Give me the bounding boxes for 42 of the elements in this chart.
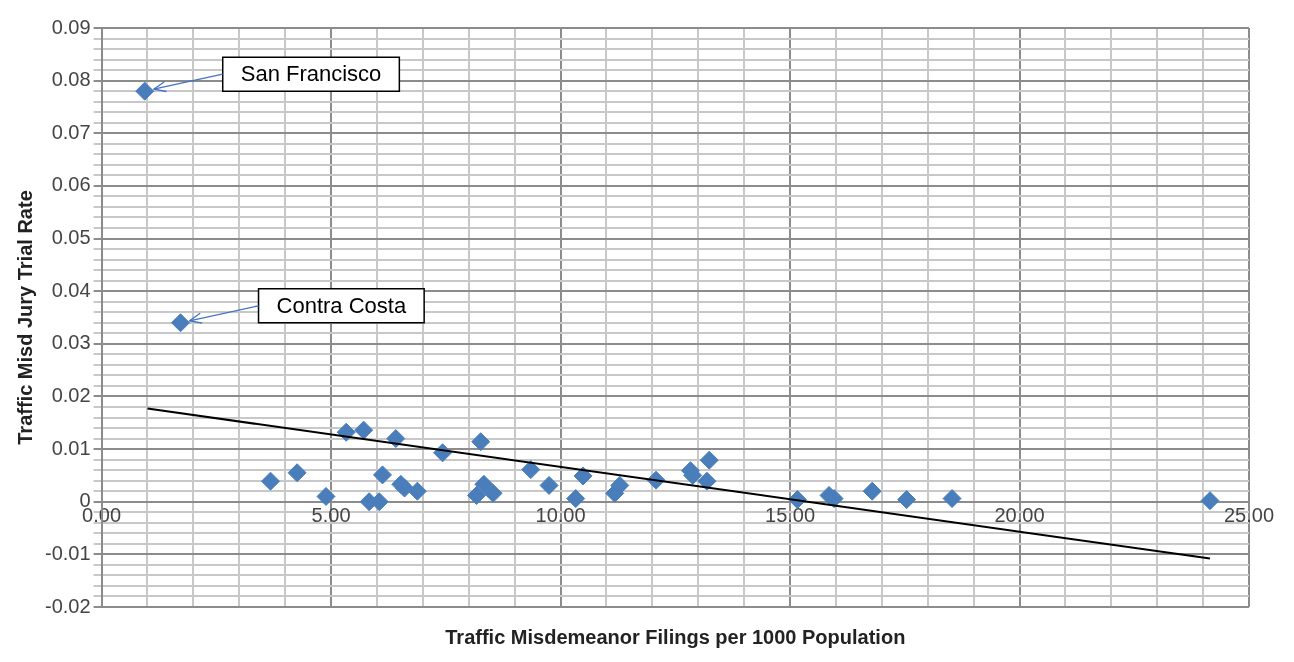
point bbox=[566, 489, 586, 509]
x-axis-title: Traffic Misdemeanor Filings per 1000 Population bbox=[445, 625, 906, 648]
x-tick-label: 5.00 bbox=[311, 504, 351, 527]
point bbox=[260, 471, 280, 491]
point bbox=[521, 460, 541, 480]
point bbox=[474, 474, 494, 494]
point bbox=[171, 313, 191, 333]
x-tick-label: 15.00 bbox=[765, 504, 816, 527]
y-tick-label: 0.01 bbox=[51, 436, 91, 459]
annotation: San Francisco bbox=[240, 61, 382, 87]
point bbox=[573, 466, 593, 486]
y-tick-label: 0.09 bbox=[51, 15, 91, 38]
annotation: Contra Costa bbox=[276, 292, 407, 318]
point bbox=[372, 465, 392, 485]
point bbox=[610, 475, 630, 495]
y-tick-label: 0.05 bbox=[51, 226, 91, 249]
point bbox=[471, 432, 491, 452]
point bbox=[942, 489, 962, 509]
x-tick-label: 10.00 bbox=[535, 504, 586, 527]
point bbox=[135, 81, 155, 101]
y-tick-label: -0.02 bbox=[44, 594, 91, 617]
point bbox=[1200, 491, 1220, 511]
point bbox=[897, 490, 917, 510]
point bbox=[407, 481, 427, 501]
point bbox=[467, 485, 487, 505]
point bbox=[483, 483, 503, 503]
x-tick-label: 20.00 bbox=[994, 504, 1045, 527]
y-tick-label: 0.03 bbox=[51, 331, 91, 354]
point bbox=[539, 475, 559, 495]
point bbox=[697, 471, 717, 491]
y-tick-label: 0.08 bbox=[51, 68, 91, 91]
point bbox=[287, 463, 307, 483]
point bbox=[862, 481, 882, 501]
point bbox=[354, 420, 374, 440]
point bbox=[699, 450, 719, 470]
y-tick-label: -0.01 bbox=[44, 541, 91, 564]
point bbox=[316, 486, 336, 506]
y-tick-label: 0.06 bbox=[51, 173, 91, 196]
y-tick-label: 0.07 bbox=[51, 120, 91, 143]
y-axis-title: Traffic Misd Jury Trial Rate bbox=[13, 190, 36, 445]
y-tick-label: 0.02 bbox=[51, 383, 91, 406]
y-tick-label: 0.04 bbox=[51, 278, 91, 301]
